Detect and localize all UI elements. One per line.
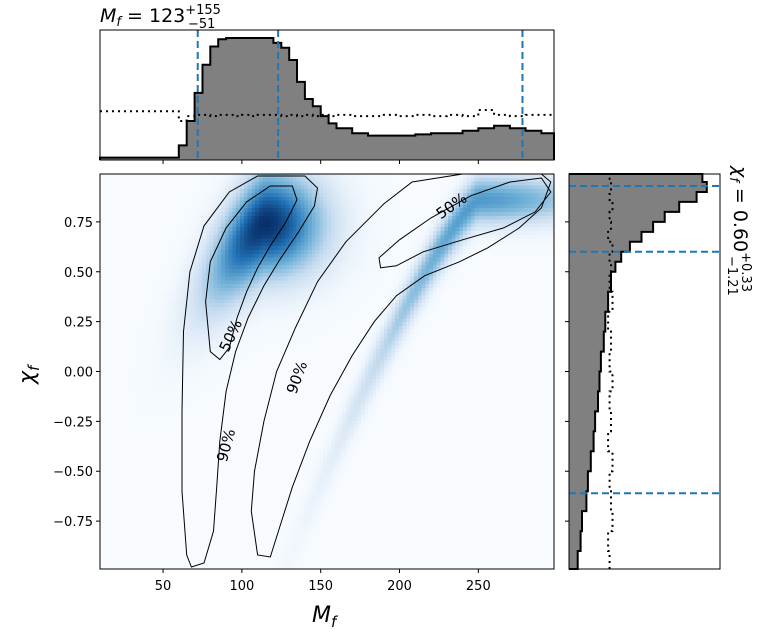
contour-90-high-mass xyxy=(250,174,552,558)
contours xyxy=(181,174,552,568)
y-tick-label-3: 0.00 xyxy=(64,366,93,381)
spin-posterior-fill xyxy=(569,174,707,569)
mass-marginal-frame xyxy=(99,29,555,161)
x-tick-label-1: 100 xyxy=(229,579,254,594)
mass-posterior-fill xyxy=(100,38,554,160)
y-axis-label: χf xyxy=(15,363,43,385)
x-tick-label-2: 150 xyxy=(308,579,333,594)
contour-50-high-mass xyxy=(378,177,552,269)
contour-90-low-mass xyxy=(181,175,319,568)
mass-posterior-outline xyxy=(99,37,555,160)
y-tick-label-4: −0.25 xyxy=(53,415,93,430)
x-axis-label: Mf xyxy=(312,603,339,631)
y-tick-label-2: 0.25 xyxy=(64,316,93,331)
joint-density-panel: 50%90%90%50%50 100 150 200 2500.750.500.250.… xyxy=(53,173,555,594)
mass-marginal-title: Mf = 123+155 −51 xyxy=(100,3,221,32)
spin-posterior-outline xyxy=(569,173,708,570)
y-tick-label-6: −0.75 xyxy=(53,515,93,530)
y-tick-label-5: −0.50 xyxy=(53,465,93,480)
x-tick-label-0: 50 xyxy=(155,579,172,594)
contour-50-low-mass xyxy=(205,185,298,361)
spin-prior-dotted xyxy=(607,174,614,569)
x-tick-label-3: 200 xyxy=(387,579,412,594)
spin-marginal-title: χf = 0.60+0.33−1.21 xyxy=(724,165,753,296)
x-tick-label-4: 250 xyxy=(466,579,491,594)
density-heatmap xyxy=(100,174,554,569)
spin-marginal-panel xyxy=(565,173,721,570)
y-tick-label-0: 0.75 xyxy=(64,216,93,231)
y-tick-label-1: 0.50 xyxy=(64,266,93,281)
mass-marginal-panel xyxy=(99,29,555,164)
